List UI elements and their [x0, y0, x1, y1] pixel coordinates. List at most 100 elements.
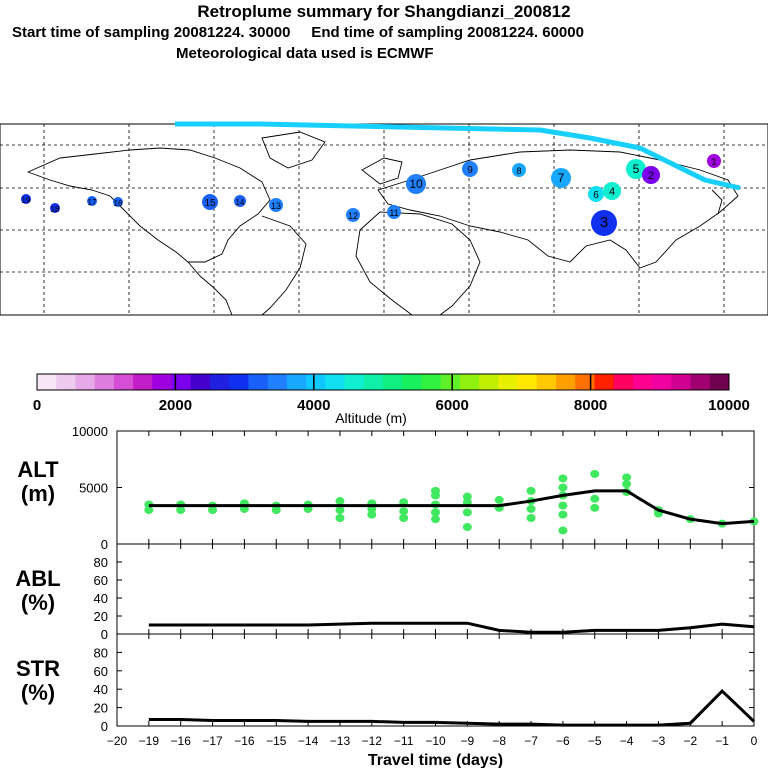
colorbar-swatch	[613, 374, 634, 390]
colorbar-tick-label: 8000	[574, 397, 607, 414]
altitude-dot	[399, 514, 409, 523]
x-tick-label: −14	[298, 734, 319, 748]
colorbar-swatch	[210, 374, 230, 390]
panel-abl: 80 60 40 20 0 ABL(%)	[15, 543, 755, 642]
plume-marker	[87, 196, 97, 206]
plume-marker-label: 1	[711, 157, 716, 167]
colorbar-swatch	[56, 374, 76, 390]
plume-marker	[113, 197, 123, 207]
y-tick-label: 80	[94, 645, 108, 660]
plume-marker	[50, 203, 60, 213]
colorbar-swatch	[363, 374, 384, 390]
colorbar-swatch	[306, 374, 326, 390]
plume-marker	[591, 210, 617, 236]
x-tick-label: −1	[715, 734, 729, 748]
plume-marker-label: 9	[467, 165, 473, 176]
y-tick-label: 0	[101, 719, 108, 734]
y-tick-label: 0	[101, 627, 108, 642]
colorbar-swatch	[286, 374, 307, 390]
plume-marker	[462, 161, 478, 177]
y-tick-label: 0	[101, 537, 108, 552]
plume-marker	[626, 159, 646, 179]
y-tick-label: 80	[94, 555, 108, 570]
y-tick-label: 40	[94, 682, 108, 697]
altitude-dot	[526, 486, 536, 495]
plume-marker	[346, 208, 360, 222]
x-tick-label: −4	[620, 734, 634, 748]
plume-marker	[588, 186, 604, 202]
altitude-dot	[526, 504, 536, 513]
x-tick-label: −3	[652, 734, 666, 748]
x-tick-label: −15	[266, 734, 287, 748]
altitude-dot	[558, 501, 568, 510]
x-tick-label: −20	[107, 734, 128, 748]
altitude-dot	[494, 495, 504, 504]
colorbar-swatch	[229, 374, 249, 390]
panel-frame	[116, 633, 755, 727]
colorbar-swatch	[632, 374, 653, 390]
altitude-dot	[558, 474, 568, 483]
altitude-dot	[590, 469, 600, 478]
colorbar-swatch	[652, 374, 672, 390]
plume-marker	[387, 205, 401, 219]
plume-marker-label: 14	[236, 198, 245, 207]
panel-unit: (%)	[21, 680, 55, 705]
plume-marker-label: 18	[51, 205, 60, 214]
colorbar-swatch	[575, 374, 595, 390]
altitude-dot	[590, 503, 600, 512]
plume-marker	[707, 154, 721, 168]
plume-marker	[512, 163, 526, 177]
colorbar-swatch	[671, 374, 691, 390]
plume-marker	[269, 198, 283, 212]
y-tick-label: 5000	[79, 481, 108, 496]
altitude-dot	[431, 508, 440, 517]
plume-marker-label: 4	[609, 186, 615, 198]
y-tick-label: 20	[94, 609, 108, 624]
colorbar-swatch	[344, 374, 365, 390]
plume-marker-label: 11	[389, 208, 398, 218]
x-tick-label: −9	[461, 734, 475, 748]
colorbar-swatch	[171, 374, 192, 390]
panel-label: STR	[16, 656, 60, 681]
altitude-dot	[208, 506, 218, 515]
x-tick-label: −5	[588, 734, 602, 748]
x-axis-label: Travel time (days)	[368, 752, 503, 768]
colorbar-tick-label: 2000	[159, 397, 192, 414]
altitude-dot	[558, 510, 568, 519]
x-tick-label: −11	[394, 734, 414, 748]
colorbar-swatch	[556, 374, 576, 390]
x-tick-label: −7	[524, 734, 538, 748]
altitude-dot	[622, 480, 632, 489]
altitude-dot	[558, 483, 568, 492]
altitude-dot	[335, 514, 345, 523]
colorbar-swatch	[594, 374, 615, 390]
colorbar-swatch	[267, 374, 288, 390]
colorbar-label: Altitude (m)	[335, 410, 407, 426]
plume-marker-label: 10	[409, 177, 423, 191]
x-tick-label: −10	[425, 734, 446, 748]
altitude-dot	[431, 491, 440, 500]
plume-marker-label: 3	[600, 214, 608, 231]
altitude-dot	[558, 526, 568, 535]
series-line	[148, 489, 755, 526]
panel-unit: (m)	[21, 481, 55, 506]
series-line	[148, 621, 755, 634]
panel-frame	[116, 543, 755, 635]
y-tick-label: 20	[94, 701, 108, 716]
altitude-dot	[271, 506, 281, 515]
colorbar-swatch	[536, 374, 557, 390]
altitude-dot	[176, 506, 186, 515]
colorbar-tick-label: 0	[33, 397, 41, 414]
y-tick-label: 10000	[72, 424, 108, 439]
colorbar-swatch	[152, 374, 172, 390]
x-tick-label: −17	[202, 734, 223, 748]
colorbar-swatch	[325, 374, 345, 390]
plume-marker	[234, 195, 246, 207]
colorbar-swatch	[113, 374, 134, 390]
sampling-time-line: Start time of sampling 20081224. 30000 E…	[12, 24, 584, 41]
colorbar-swatch	[402, 374, 422, 390]
colorbar-swatch	[190, 374, 211, 390]
colorbar-swatch	[517, 374, 538, 390]
